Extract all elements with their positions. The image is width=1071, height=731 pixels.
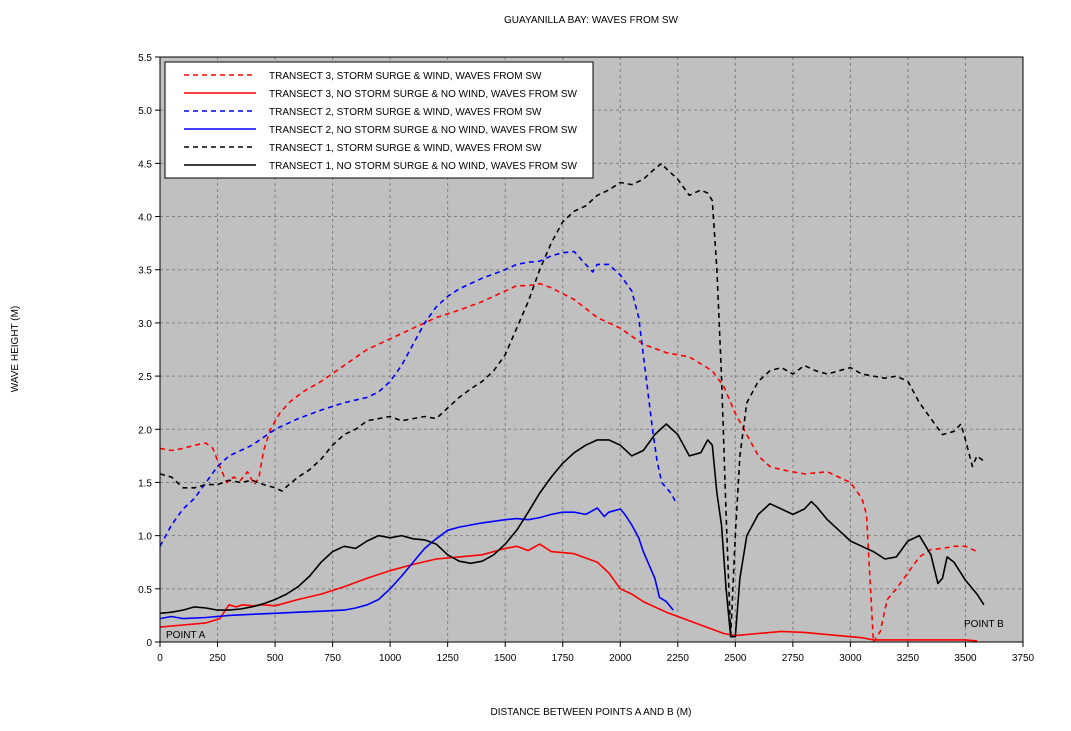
x-tick-label: 2000: [609, 653, 632, 664]
series-line-4: [159, 507, 674, 620]
y-tick-label: 3.0: [138, 319, 152, 330]
y-tick-label: 3.5: [138, 266, 152, 277]
series-line-5: [159, 162, 985, 638]
x-tick-label: 0: [157, 653, 163, 664]
plot-border: [159, 56, 1024, 643]
y-tick-label: 0: [146, 638, 152, 649]
x-tick-label: 2750: [782, 653, 805, 664]
x-tick-label: 3500: [954, 653, 977, 664]
y-tick-label: 4.5: [138, 159, 152, 170]
legend-label-4: TRANSECT 2, NO STORM SURGE & NO WIND, WA…: [269, 125, 578, 136]
y-axis-label: WAVE HEIGHT (M): [10, 306, 21, 392]
series-lines: [159, 162, 985, 643]
legend: TRANSECT 3, STORM SURGE & WIND, WAVES FR…: [164, 61, 594, 179]
x-tick-label: 500: [267, 653, 284, 664]
chart-title: GUAYANILLA BAY: WAVES FROM SW: [504, 15, 678, 26]
annotation-point-a: POINT A: [166, 630, 206, 641]
x-tick-label: 1500: [494, 653, 517, 664]
series-line-3: [159, 250, 677, 547]
x-tick-label: 750: [324, 653, 341, 664]
x-tick-label: 3000: [839, 653, 862, 664]
y-tick-label: 1.0: [138, 532, 152, 543]
legend-label-2: TRANSECT 3, NO STORM SURGE & NO WIND, WA…: [269, 89, 578, 100]
x-tick-label: 1000: [379, 653, 402, 664]
x-tick-label: 250: [209, 653, 226, 664]
axis-ticks: 0 250 500 750 1000 1250 1500 1750 2000 2250 2500 27…: [138, 53, 1034, 664]
legend-box: [164, 61, 594, 179]
y-tick-label: 1.5: [138, 478, 152, 489]
legend-label-1: TRANSECT 3, STORM SURGE & WIND, WAVES FR…: [269, 71, 542, 82]
legend-label-3: TRANSECT 2, STORM SURGE & WIND, WAVES FR…: [269, 107, 542, 118]
x-tick-label: 3750: [1012, 653, 1035, 664]
y-tick-label: 5.5: [138, 53, 152, 64]
legend-items: TRANSECT 3, STORM SURGE & WIND, WAVES FR…: [184, 71, 578, 172]
x-axis-label: DISTANCE BETWEEN POINTS A AND B (M): [491, 707, 692, 718]
annotation-point-b: POINT B: [964, 619, 1004, 630]
legend-label-5: TRANSECT 1, STORM SURGE & WIND, WAVES FR…: [269, 143, 542, 154]
y-tick-label: 5.0: [138, 106, 152, 117]
legend-label-6: TRANSECT 1, NO STORM SURGE & NO WIND, WA…: [269, 161, 578, 172]
y-tick-label: 4.0: [138, 213, 152, 224]
x-tick-label: 2500: [724, 653, 747, 664]
y-tick-label: 2.5: [138, 372, 152, 383]
series-line-6: [159, 423, 985, 638]
y-tick-label: 2.0: [138, 425, 152, 436]
y-tick-label: 0.5: [138, 585, 152, 596]
x-tick-label: 2250: [667, 653, 690, 664]
x-tick-label: 3250: [897, 653, 920, 664]
x-tick-label: 1250: [437, 653, 460, 664]
x-tick-label: 1750: [552, 653, 575, 664]
